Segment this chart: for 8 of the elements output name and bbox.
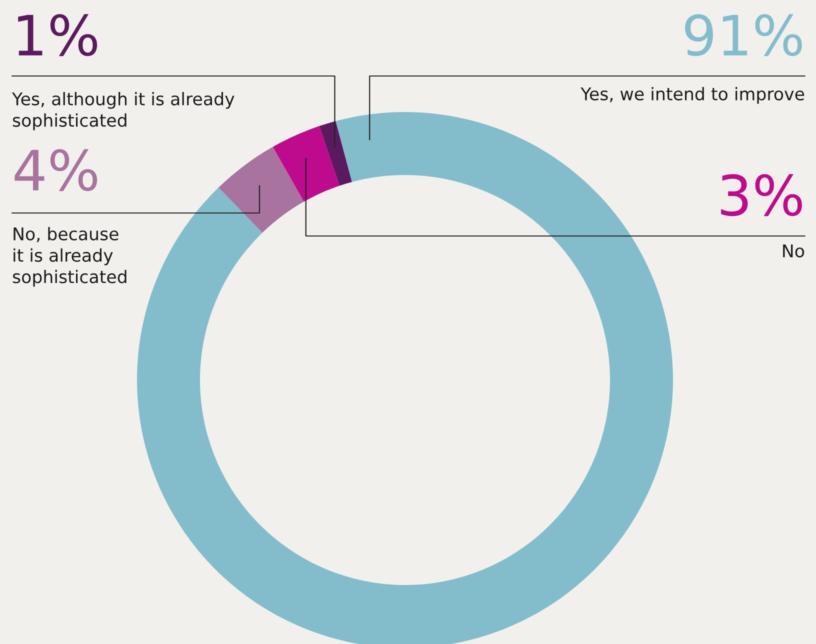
slice-label: No, because it is already sophisticated [12, 227, 126, 287]
slice-label: Yes, we intend to improve [580, 87, 804, 104]
slice-label: Yes, although it is already sophisticated [12, 92, 234, 130]
data-label: 3% [721, 174, 802, 216]
data-label: 1% [18, 14, 98, 56]
slice-label: No [783, 244, 804, 258]
data-label: 4% [14, 149, 98, 192]
data-label: 91% [685, 14, 802, 56]
